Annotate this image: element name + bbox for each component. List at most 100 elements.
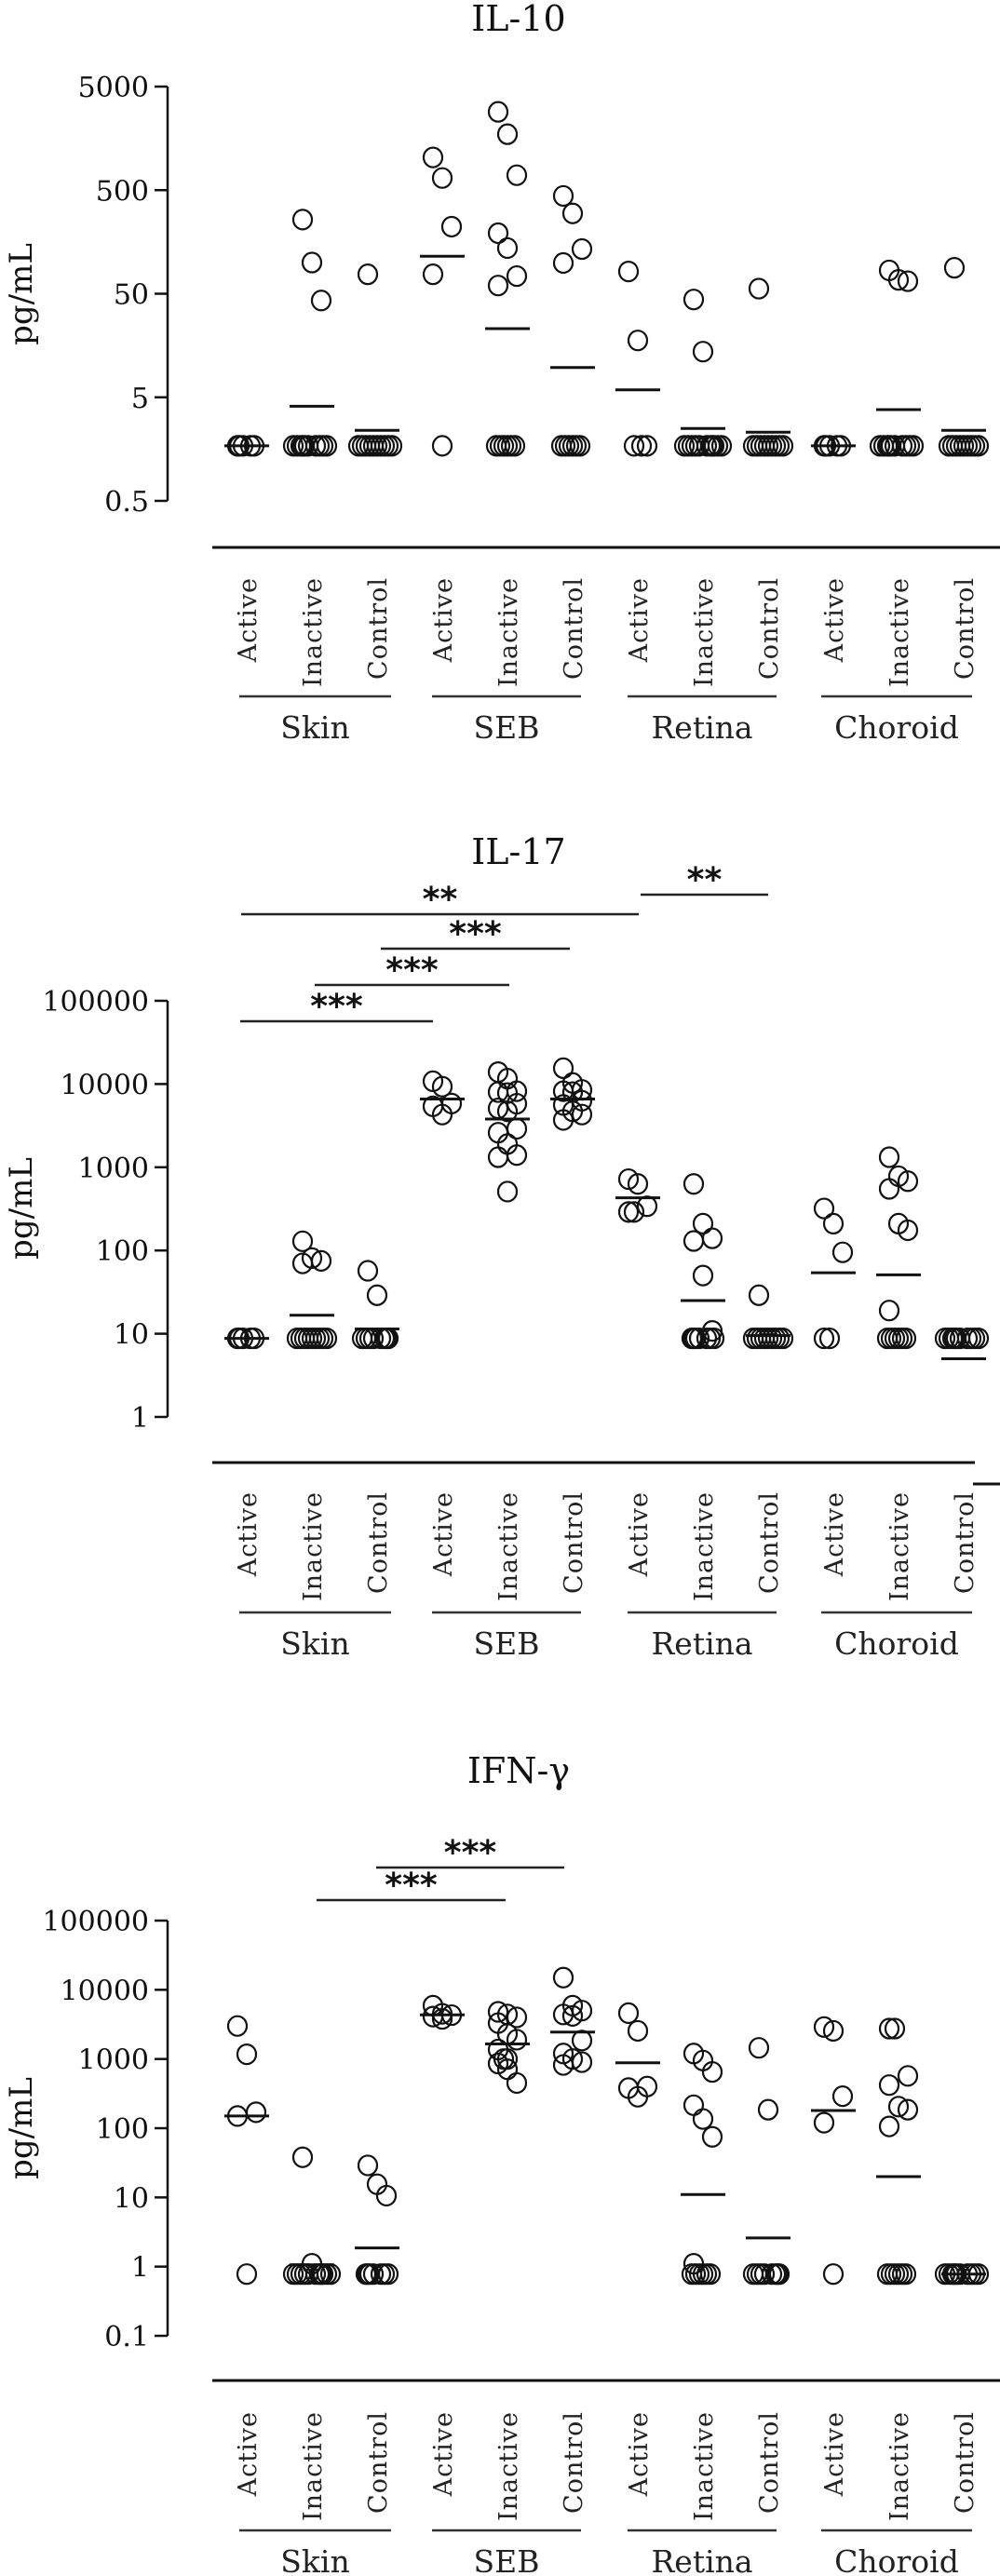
data-point [692,341,714,363]
data-point [316,435,338,457]
series-retina-control [742,1284,794,1350]
y-tick-label: 100 [96,2113,149,2146]
y-tick-label: 5 [131,383,149,415]
data-point [496,1180,519,1203]
data-point [431,2007,453,2030]
data-point [742,435,764,457]
data-point [692,1264,714,1287]
series-choroid-active [811,435,856,457]
series-retina-active [615,2002,660,2108]
data-point [772,435,794,457]
data-point [818,1327,841,1350]
significance-label: *** [385,1867,438,1905]
significance-label: *** [310,988,363,1026]
data-point [627,2085,649,2108]
data-point [422,146,444,169]
group-label: Retina [651,709,752,746]
significance-label: *** [449,915,502,953]
data-point [291,1230,314,1252]
data-point [487,275,509,297]
data-point [701,1227,723,1249]
data-point [681,2263,703,2286]
data-point [291,209,314,231]
data-point [813,1327,835,1350]
data-point [506,2071,528,2095]
data-point [748,2037,770,2059]
data-point [236,2263,258,2286]
data-point [493,2048,515,2070]
data-point [617,260,640,283]
y-tick-label: 100000 [42,986,149,1018]
data-point [831,1241,854,1263]
significance-label: *** [444,1834,497,1872]
data-point [357,263,379,286]
x-category-label: Control [951,1491,980,1594]
data-point [506,2029,528,2051]
data-point [742,1327,764,1350]
significance-label: ** [687,861,723,899]
x-category-label: Inactive [690,1491,719,1601]
series-retina-active [615,1167,660,1223]
data-point [701,2060,723,2084]
y-tick-label: 1 [131,1402,149,1435]
data-point [822,2019,845,2043]
series-retina-inactive [673,289,733,457]
data-point [355,2263,377,2286]
data-point [878,2074,900,2097]
data-point [552,1966,574,1989]
y-tick-label: 1000 [78,1153,149,1185]
data-point [938,435,960,457]
data-point [967,435,990,457]
chart-title: IFN-γ [467,1750,570,1791]
data-point [902,435,925,457]
data-point [422,2005,444,2028]
data-point [552,184,574,208]
x-category-label: Active [429,1491,458,1577]
data-point [316,1327,338,1350]
series-retina-control [742,277,794,457]
data-point [682,1173,705,1195]
x-category-label: Control [560,1491,588,1594]
data-point [487,222,509,245]
data-point [878,1178,900,1200]
data-point [943,257,966,279]
data-point [571,2030,593,2052]
data-point [710,435,733,457]
data-point [897,1170,919,1193]
data-point [552,1109,574,1131]
data-point [236,2043,258,2066]
data-point [813,1197,835,1220]
y-tick-label: 0.5 [104,486,149,519]
data-point [822,2263,845,2286]
data-point [561,2004,584,2027]
data-point [748,1284,770,1306]
series-choroid-inactive [869,259,925,457]
series-retina-inactive [681,1173,725,1350]
data-point [772,1327,794,1350]
x-category-label: Control [755,577,784,680]
data-point [878,1146,900,1168]
data-point [366,1284,388,1306]
data-point [291,2146,314,2168]
data-point [630,435,653,457]
data-point [813,2016,835,2038]
data-point [682,2094,705,2116]
data-point [375,2184,398,2207]
series-skin-control [351,1260,399,1350]
x-category-label: Inactive [885,1491,914,1601]
series-seb-control [550,184,595,457]
series-skin-active [224,1327,269,1350]
data-point [967,1327,990,1350]
data-point [485,435,507,457]
series-choroid-inactive [876,2017,921,2286]
significance-label: *** [385,951,439,990]
y-tick-label: 5000 [78,72,149,104]
series-skin-inactive [282,2146,342,2286]
data-point [682,289,705,311]
significance-label: ** [423,881,458,919]
x-category-label: Active [625,1491,654,1577]
y-tick-label: 10 [114,1319,149,1352]
y-tick-label: 100 [96,1235,149,1268]
y-tick-label: 100000 [42,1906,149,1938]
y-axis-label: pg/mL [3,243,40,345]
